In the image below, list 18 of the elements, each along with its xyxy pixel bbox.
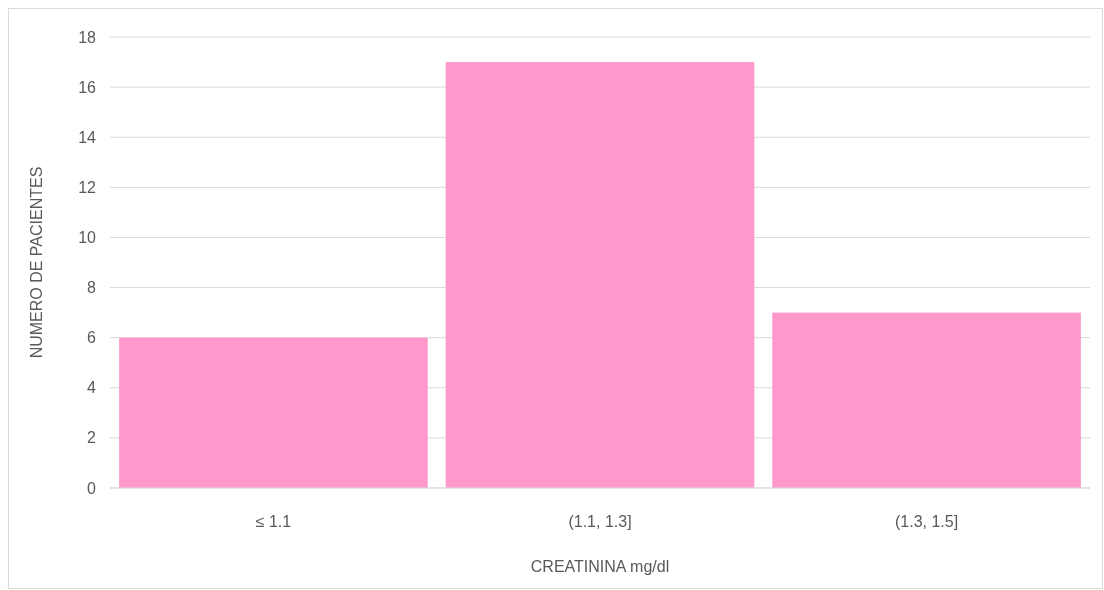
y-tick-label: 8 (87, 279, 97, 297)
y-tick-label: 6 (87, 329, 97, 347)
x-axis-title: CREATININA mg/dl (530, 558, 670, 575)
x-tick-label: ≤ 1.1 (255, 513, 292, 530)
y-tick-label: 4 (87, 379, 97, 397)
y-tick-label: 0 (87, 479, 97, 497)
y-tick-label: 2 (87, 429, 97, 447)
bar (119, 337, 428, 488)
y-tick-label: 16 (78, 78, 97, 96)
y-tick-label: 12 (78, 178, 97, 196)
y-axis-title: NUMERO DE PACIENTES (28, 166, 45, 359)
bar (772, 312, 1081, 488)
y-tick-label: 14 (78, 128, 97, 146)
y-tick-label: 10 (78, 229, 97, 247)
x-tick-label: (1.3, 1.5] (894, 513, 959, 530)
y-tick-label: 18 (78, 28, 97, 46)
x-tick-label: (1.1, 1.3] (568, 513, 632, 530)
bar (445, 62, 755, 488)
